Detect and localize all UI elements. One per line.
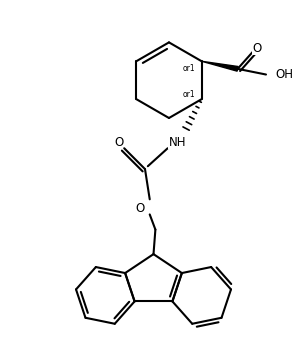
Polygon shape <box>202 61 238 71</box>
Text: O: O <box>136 202 145 215</box>
Text: O: O <box>252 42 261 55</box>
Text: NH: NH <box>168 136 186 149</box>
Text: or1: or1 <box>183 90 196 99</box>
Text: or1: or1 <box>183 64 196 73</box>
Text: OH: OH <box>275 68 293 81</box>
Text: O: O <box>114 136 123 149</box>
